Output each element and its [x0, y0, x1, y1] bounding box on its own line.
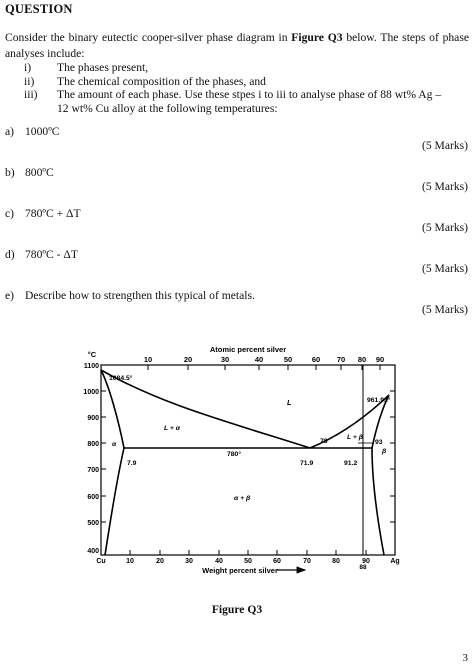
cu-melt-label: 1084.5°	[109, 374, 133, 382]
x-tick-label: 10	[126, 558, 134, 565]
question-label: b)	[5, 166, 15, 179]
liquid-label: L	[287, 398, 292, 407]
question-label: e)	[5, 289, 15, 302]
y-tick-label: 400	[87, 548, 99, 555]
alpha-beta-label: α + β	[234, 495, 250, 502]
top-axis-ticks: 10 20 30 40 50 60 70 80 90	[144, 355, 384, 364]
y-tick-label: 600	[87, 494, 99, 501]
page-number: 3	[462, 652, 469, 664]
intro-figure-ref: Figure Q3	[291, 31, 343, 44]
question-b: b) 800ºC	[5, 166, 465, 180]
step-text: The phases present,	[57, 61, 149, 74]
step-item: ii) The chemical composition of the phase…	[5, 75, 471, 89]
top-tick-label: 10	[144, 355, 152, 364]
l-beta-label: L + β	[347, 434, 363, 441]
question-e: e) Describe how to strengthen this typica…	[5, 289, 465, 303]
question-text: 780ºC - ΔT	[25, 248, 78, 261]
step-number: ii)	[24, 74, 35, 88]
y-unit-label: °C	[88, 350, 97, 359]
intro-paragraph: Consider the binary eutectic cooper-silv…	[5, 30, 469, 62]
x-tick-label: Ag	[390, 558, 399, 565]
top-tick-label: 20	[184, 355, 192, 364]
top-tick-marks	[147, 365, 381, 370]
diagram-labels: 1084.5° 961.93° L L + α L + β α β α + β …	[109, 374, 391, 502]
step-number: i)	[24, 61, 32, 74]
steps-list: i) The phases present, ii) The chemical co…	[5, 61, 471, 115]
figure-caption: Figure Q3	[211, 603, 263, 616]
x-tick-label: 50	[244, 558, 252, 565]
step-item: iii) The amount of each phase. Use these …	[5, 88, 471, 102]
liquidus-cu-line	[100, 369, 311, 449]
step-number: iii)	[24, 88, 38, 102]
alloy-88-label: 88	[359, 564, 367, 571]
question-text: 780ºC + ΔT	[25, 207, 81, 220]
y-tick-label: 800	[87, 441, 99, 448]
marks-a: (5 Marks)	[421, 139, 468, 152]
solidus-cu-line	[100, 369, 125, 449]
phase-diagram-figure: Atomic percent silver 10 20 30 40 50 60 …	[82, 343, 412, 583]
beta-solvus-label: 91.2	[344, 460, 357, 467]
ag-melt-label: 961.93°	[367, 396, 391, 404]
phase-diagram-svg: Atomic percent silver 10 20 30 40 50 60 …	[83, 345, 399, 575]
question-c: c) 780ºC + ΔT	[5, 207, 465, 221]
y-tick-label: 1000	[83, 389, 99, 396]
x-tick-label: 90	[362, 558, 370, 565]
top-axis-title: Atomic percent silver	[210, 345, 286, 354]
liquidus-ag-line	[309, 394, 390, 449]
x-tick-label: Cu	[96, 558, 105, 565]
x-axis-ticks: Cu 10 20 30 40 50 60 70 80 90 Ag	[96, 558, 399, 565]
solvus-alpha-line	[104, 447, 125, 556]
marks-c: (5 Marks)	[421, 221, 468, 234]
y-axis-ticks: 1100 1000 900 800 700 600 500 400	[83, 363, 99, 555]
question-label: d)	[5, 248, 15, 261]
top-tick-label: 70	[337, 355, 345, 364]
marks-e: (5 Marks)	[421, 303, 468, 316]
step-text: The amount of each phase. Use these stpe…	[57, 88, 442, 102]
top-tick-label: 90	[376, 355, 384, 364]
question-label: c)	[5, 207, 15, 220]
question-a: a) 1000ºC	[5, 125, 465, 139]
l-alpha-label: L + α	[164, 425, 181, 432]
y-tick-label: 900	[87, 415, 99, 422]
top-tick-label: 80	[358, 355, 366, 364]
question-text: 800ºC	[25, 166, 54, 179]
x-tick-label: 20	[156, 558, 164, 565]
intro-text-post: below. The steps of phase analyses inclu…	[5, 31, 469, 60]
y-tick-marks	[101, 390, 395, 523]
step-continuation: 12 wt% Cu alloy at the following tempera…	[5, 102, 471, 116]
y-tick-label: 500	[87, 520, 99, 527]
step-text: The chemical composition of the phases, …	[57, 74, 266, 88]
question-text: Describe how to strengthen this typical …	[25, 289, 255, 302]
beta-label: β	[381, 448, 386, 455]
x-tick-label: 70	[303, 558, 311, 565]
marks-b: (5 Marks)	[421, 180, 468, 193]
top-tick-label: 30	[221, 355, 229, 364]
x-tick-label: 30	[185, 558, 193, 565]
y-tick-label: 700	[87, 467, 99, 474]
alpha-label: α	[112, 441, 117, 448]
question-heading: QUESTION	[5, 2, 73, 16]
y-tick-label: 1100	[84, 363, 99, 370]
step-item: i) The phases present,	[5, 61, 471, 75]
intro-text-pre: Consider the binary eutectic cooper-silv…	[5, 31, 292, 44]
eutectic-comp-label: 71.9	[300, 460, 313, 467]
x-tick-label: 60	[273, 558, 281, 565]
solvus-beta-line	[371, 447, 385, 556]
question-d: d) 780ºC - ΔT	[5, 248, 465, 262]
top-tick-label: 50	[284, 355, 292, 364]
step-text: 12 wt% Cu alloy at the following tempera…	[57, 101, 278, 115]
bottom-axis-title: Weight percent silver	[202, 566, 278, 575]
alpha-solvus-label: 7.9	[127, 460, 137, 467]
top-tick-label: 60	[312, 355, 320, 364]
question-text: 1000ºC	[25, 125, 60, 138]
liquid-78-label: 78	[320, 438, 328, 445]
liquid-93-label: 93	[375, 439, 383, 446]
x-tick-label: 80	[332, 558, 340, 565]
eutectic-temp-label: 780°	[227, 450, 241, 458]
x-tick-marks	[129, 550, 367, 555]
x-tick-label: 40	[215, 558, 223, 565]
marks-d: (5 Marks)	[421, 262, 468, 275]
question-label: a)	[5, 125, 15, 138]
top-tick-label: 40	[255, 355, 263, 364]
